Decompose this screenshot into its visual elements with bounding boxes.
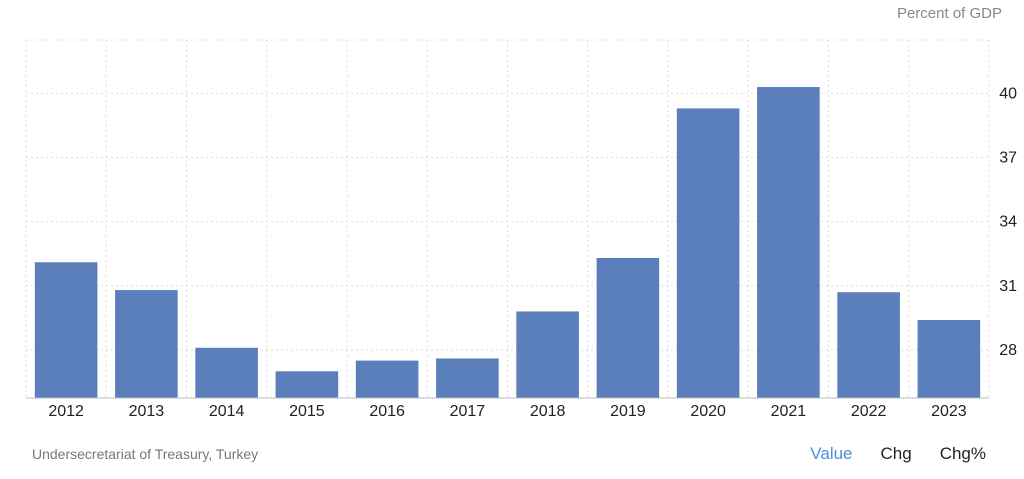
unit-label: Percent of GDP	[896, 5, 1002, 22]
y-tick-label: 40	[999, 85, 1017, 102]
tab-chg[interactable]: Chg	[880, 444, 912, 463]
x-tick-label: 2021	[771, 403, 807, 420]
x-tick-label: 2016	[369, 403, 405, 420]
x-tick-label: 2013	[129, 403, 165, 420]
bar	[436, 358, 499, 398]
x-tick-label: 2020	[690, 403, 726, 420]
x-tick-label: 2015	[289, 403, 325, 420]
bar	[34, 262, 98, 398]
y-tick-label: 37	[999, 150, 1017, 167]
x-tick-label: 2023	[931, 403, 967, 420]
view-tabs: Value Chg Chg%	[810, 444, 986, 464]
bar	[837, 292, 900, 398]
x-tick-label: 2017	[450, 403, 486, 420]
x-tick-label: 2019	[610, 403, 646, 420]
bar	[115, 290, 178, 398]
bar	[355, 360, 419, 398]
bar-chart: 2012 2013 2014 2015 2016 2017 2018 2019 2020 2021…	[25, 39, 1017, 420]
bar	[195, 347, 258, 398]
y-tick-label: 28	[999, 342, 1017, 359]
x-tick-label: 2022	[851, 403, 887, 420]
y-tick-label: 34	[999, 214, 1017, 231]
x-tick-label: 2018	[530, 403, 566, 420]
bar	[676, 108, 740, 398]
bar	[917, 319, 981, 398]
bar	[596, 258, 660, 398]
tab-chg-percent[interactable]: Chg%	[939, 444, 986, 463]
x-tick-label: 2014	[209, 403, 245, 420]
tab-value[interactable]: Value	[810, 444, 853, 463]
x-tick-label: 2012	[48, 403, 84, 420]
bar	[757, 87, 820, 398]
bar	[275, 371, 339, 398]
y-tick-label: 31	[999, 278, 1017, 295]
source-label: Undersecretariat of Treasury, Turkey	[32, 446, 259, 462]
bar	[516, 311, 579, 398]
